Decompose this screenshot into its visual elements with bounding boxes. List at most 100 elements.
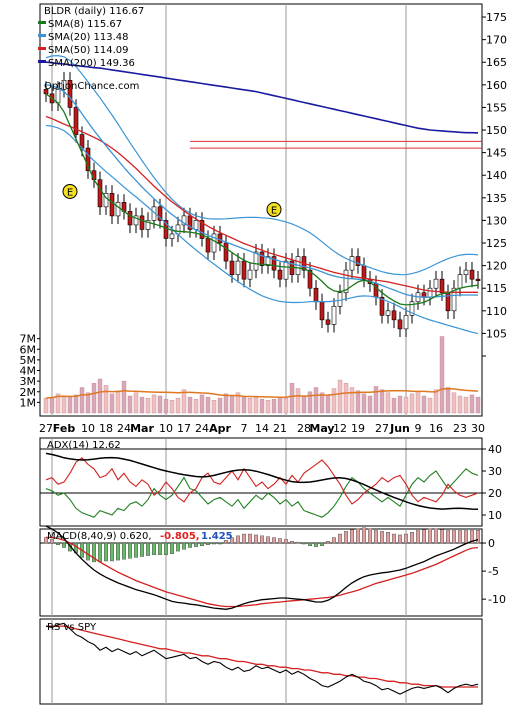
volume-bar [277,396,283,414]
price-tick-label: 145 [486,147,507,160]
candle-body [73,107,79,135]
macd-histogram-bar [205,542,210,546]
volume-bar [301,395,307,414]
candle-body [169,233,175,239]
volume-bar [349,387,355,414]
macd-histogram-bar [266,536,271,544]
candle-body [313,287,319,303]
volume-tick-label: 6M [20,343,37,356]
macd-histogram-bar [350,529,355,544]
volume-bar [433,389,439,414]
macd-histogram-bar [121,542,126,560]
legend-label: SMA(50) 114.09 [48,45,129,56]
candle-body [439,278,445,294]
volume-bar [397,395,403,414]
volume-bar [373,386,379,414]
macd-histogram-bar [290,541,295,544]
candle-body [139,215,145,230]
candle-body [403,315,409,330]
macd-histogram-bar [344,531,349,544]
volume-bar [91,383,97,414]
x-tick-label: Apr [209,422,231,435]
macd-histogram-bar [115,542,120,561]
macd-axis: 0 -5 -10 [482,537,506,606]
volume-tick-label: 1M [20,396,37,409]
price-tick-label: 120 [486,260,507,273]
candle-body [349,256,355,271]
macd-histogram-bar [133,542,138,558]
volume-bar [235,392,241,414]
volume-bar [97,378,103,414]
macd-histogram-bar [476,530,481,544]
candle-body [379,296,385,316]
volume-bar [295,388,301,414]
volume-bar [457,395,463,414]
x-tick-label: Feb [53,422,76,435]
volume-bar [223,393,229,414]
volume-bar [289,383,295,414]
volume-bar [103,385,109,414]
volume-bar [61,395,67,414]
volume-bar [475,396,481,414]
macd-histogram-bar [85,542,90,561]
macd-histogram-bar [97,542,102,563]
macd-histogram-bar [157,542,162,555]
macd-histogram-bar [416,530,421,544]
price-tick-label: 150 [486,124,507,137]
macd-histogram-bar [169,542,174,555]
volume-bar [229,395,235,414]
volume-bar [367,395,373,414]
candle-body [67,80,73,108]
macd-line [45,525,479,610]
legend-swatch [38,34,46,37]
volume-bar [427,397,433,414]
price-tick-label: 140 [486,169,507,182]
adx-line [45,452,479,510]
macd-histogram-bar [199,542,204,546]
rs-lines [45,622,479,695]
price-tick-label: 155 [486,101,507,114]
earnings-marker-label: E [271,206,277,217]
legend-swatch [38,60,46,63]
candle-body [97,179,103,208]
price-tick-label: 160 [486,79,507,92]
volume-bar [139,396,145,414]
macd-histogram-bar [62,542,67,548]
macd-histogram-bar [386,532,391,544]
macd-histogram-bar [109,542,114,562]
candle-body [409,301,415,316]
macd-histogram-bar [253,534,258,544]
candle-body [343,269,349,294]
volume-bar [307,391,313,414]
candle-body [271,256,277,271]
x-tick-label: 7 [241,422,248,435]
volume-bar [265,400,271,414]
sma200-line [45,61,479,134]
candle-body [307,269,313,289]
candle-body [331,305,337,325]
x-tick-label: 23 [453,422,467,435]
watermark: OptionChance.com [44,81,139,92]
volume-bar [187,396,193,414]
candle-body [61,80,67,90]
candle-body [319,301,325,321]
earnings-marker-label: E [67,187,73,198]
volume-bar [157,395,163,414]
volume-bar [283,397,289,414]
candle-body [247,269,253,280]
price-tick-label: 170 [486,34,507,47]
macd-histogram-bar [392,533,397,544]
x-tick-label: Jun [389,422,410,435]
macd-histogram-bar [145,542,150,556]
volume-bar [181,389,187,414]
macd-histogram-bar [127,542,132,559]
macd-histogram-bar [446,530,451,544]
legend-label: SMA(200) 149.36 [48,58,135,69]
macd-histogram-bar [229,537,234,544]
volume-bar [85,392,91,414]
macd-histogram-bar [103,542,108,562]
adx-tick-label: 20 [488,487,502,500]
macd-histogram-bar [404,533,409,544]
candle-body [199,220,205,239]
macd-histogram-bar [398,534,403,544]
